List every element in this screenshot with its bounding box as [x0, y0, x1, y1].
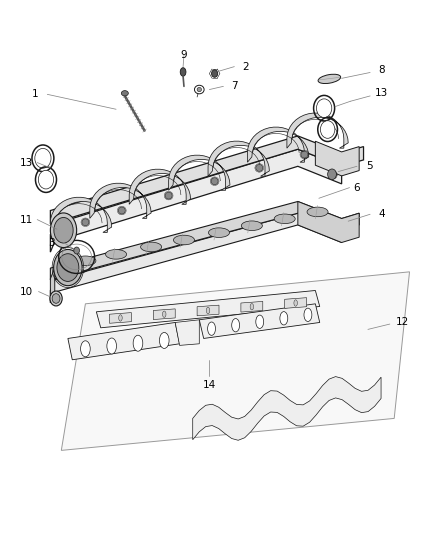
- Text: 4: 4: [378, 209, 385, 219]
- Polygon shape: [241, 301, 263, 312]
- Polygon shape: [50, 136, 364, 224]
- Polygon shape: [298, 201, 359, 243]
- Text: 9: 9: [180, 50, 187, 60]
- Text: 12: 12: [396, 318, 409, 327]
- Polygon shape: [315, 141, 359, 176]
- Text: 5: 5: [366, 161, 373, 171]
- Ellipse shape: [318, 74, 341, 84]
- Ellipse shape: [52, 294, 60, 303]
- Text: 14: 14: [203, 380, 216, 390]
- Polygon shape: [68, 322, 180, 360]
- Ellipse shape: [208, 228, 230, 238]
- Ellipse shape: [180, 68, 186, 76]
- Ellipse shape: [301, 151, 308, 158]
- Polygon shape: [175, 320, 199, 345]
- Ellipse shape: [232, 319, 240, 332]
- Polygon shape: [90, 183, 151, 219]
- Ellipse shape: [50, 291, 62, 306]
- Text: 3: 3: [48, 238, 55, 247]
- Polygon shape: [96, 290, 320, 328]
- Ellipse shape: [256, 315, 264, 328]
- Text: 13: 13: [20, 158, 33, 167]
- Polygon shape: [247, 127, 309, 162]
- Ellipse shape: [197, 87, 201, 92]
- Ellipse shape: [307, 207, 328, 217]
- Text: 1: 1: [32, 90, 39, 99]
- Ellipse shape: [75, 256, 96, 265]
- Ellipse shape: [211, 178, 218, 184]
- Polygon shape: [50, 201, 359, 280]
- Ellipse shape: [106, 249, 127, 259]
- Ellipse shape: [53, 249, 82, 286]
- Ellipse shape: [208, 322, 215, 335]
- Polygon shape: [193, 377, 381, 440]
- Ellipse shape: [35, 149, 51, 168]
- Ellipse shape: [57, 254, 79, 281]
- Ellipse shape: [280, 312, 288, 325]
- Polygon shape: [287, 113, 348, 148]
- Polygon shape: [110, 312, 131, 323]
- Ellipse shape: [294, 300, 297, 306]
- Polygon shape: [50, 197, 112, 232]
- Polygon shape: [285, 297, 307, 308]
- Ellipse shape: [321, 120, 335, 139]
- Ellipse shape: [162, 311, 166, 317]
- Ellipse shape: [118, 207, 125, 214]
- Ellipse shape: [107, 338, 117, 354]
- Ellipse shape: [274, 214, 295, 224]
- Polygon shape: [50, 268, 55, 303]
- Ellipse shape: [82, 219, 89, 226]
- Text: 13: 13: [375, 88, 389, 98]
- Polygon shape: [50, 213, 342, 303]
- Ellipse shape: [316, 99, 332, 117]
- Ellipse shape: [54, 217, 73, 243]
- Polygon shape: [199, 304, 320, 338]
- Ellipse shape: [119, 314, 122, 321]
- Ellipse shape: [329, 171, 336, 178]
- Ellipse shape: [141, 242, 162, 252]
- Polygon shape: [208, 141, 269, 176]
- Polygon shape: [153, 309, 175, 319]
- Ellipse shape: [38, 171, 53, 189]
- Ellipse shape: [206, 307, 210, 313]
- Text: 6: 6: [353, 183, 360, 192]
- Text: 10: 10: [20, 287, 33, 296]
- Ellipse shape: [50, 213, 77, 248]
- Ellipse shape: [81, 341, 90, 357]
- Ellipse shape: [256, 164, 263, 172]
- Text: 7: 7: [231, 82, 238, 91]
- Polygon shape: [197, 305, 219, 316]
- Polygon shape: [61, 272, 410, 450]
- Ellipse shape: [241, 221, 262, 231]
- Polygon shape: [50, 149, 342, 252]
- Text: 8: 8: [378, 66, 385, 75]
- Ellipse shape: [250, 303, 254, 310]
- Polygon shape: [129, 169, 191, 204]
- Ellipse shape: [133, 335, 143, 351]
- Ellipse shape: [212, 70, 218, 77]
- Ellipse shape: [304, 308, 312, 321]
- Ellipse shape: [121, 91, 128, 96]
- Ellipse shape: [165, 192, 172, 199]
- Ellipse shape: [159, 333, 169, 349]
- Ellipse shape: [173, 235, 194, 245]
- Ellipse shape: [328, 169, 336, 180]
- Ellipse shape: [74, 247, 79, 254]
- Polygon shape: [169, 155, 230, 190]
- Text: 2: 2: [242, 62, 249, 71]
- Text: 11: 11: [20, 215, 33, 224]
